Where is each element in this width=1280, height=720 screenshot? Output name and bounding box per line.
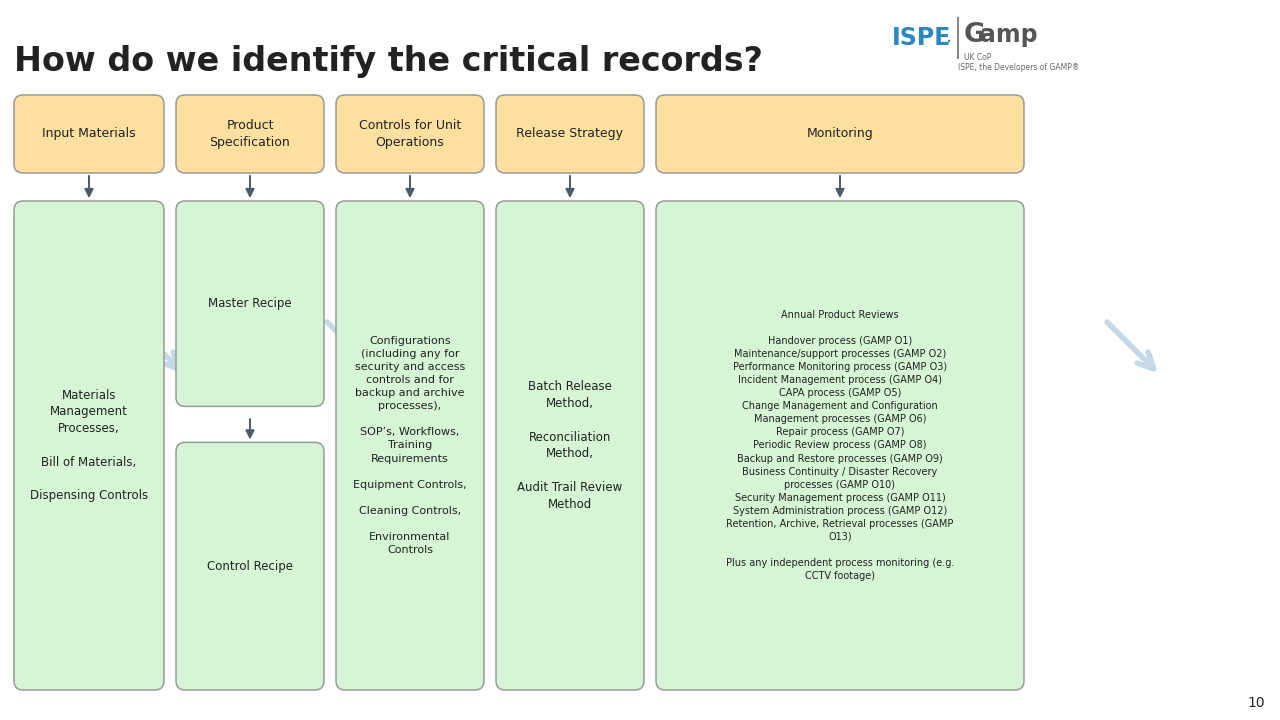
- Text: amp: amp: [980, 23, 1038, 47]
- Text: How do we identify the critical records?: How do we identify the critical records?: [14, 45, 763, 78]
- Text: Controls for Unit
Operations: Controls for Unit Operations: [358, 120, 461, 149]
- FancyBboxPatch shape: [657, 95, 1024, 173]
- FancyBboxPatch shape: [497, 201, 644, 690]
- FancyBboxPatch shape: [14, 95, 164, 173]
- Text: Input Materials: Input Materials: [42, 127, 136, 140]
- Text: Master Recipe: Master Recipe: [209, 297, 292, 310]
- FancyBboxPatch shape: [497, 95, 644, 173]
- Text: 10: 10: [1248, 696, 1265, 710]
- FancyBboxPatch shape: [177, 95, 324, 173]
- FancyBboxPatch shape: [177, 442, 324, 690]
- FancyBboxPatch shape: [657, 201, 1024, 690]
- FancyBboxPatch shape: [177, 201, 324, 406]
- Text: Batch Release
Method,

Reconciliation
Method,

Audit Trail Review
Method: Batch Release Method, Reconciliation Met…: [517, 380, 622, 510]
- FancyBboxPatch shape: [14, 201, 164, 690]
- Text: G: G: [964, 22, 986, 48]
- FancyBboxPatch shape: [335, 95, 484, 173]
- Text: ISPE: ISPE: [892, 26, 951, 50]
- Text: .: .: [946, 27, 952, 45]
- Text: Annual Product Reviews

Handover process (GAMP O1)
Maintenance/support processes: Annual Product Reviews Handover process …: [726, 310, 954, 581]
- Text: Configurations
(including any for
security and access
controls and for
backup an: Configurations (including any for securi…: [353, 336, 467, 555]
- FancyBboxPatch shape: [335, 201, 484, 690]
- Text: Control Recipe: Control Recipe: [207, 559, 293, 572]
- Text: Release Strategy: Release Strategy: [517, 127, 623, 140]
- Text: UK CoP: UK CoP: [964, 53, 992, 61]
- Text: Product
Specification: Product Specification: [210, 120, 291, 149]
- Text: ISPE, the Developers of GAMP®: ISPE, the Developers of GAMP®: [957, 63, 1079, 71]
- Text: Monitoring: Monitoring: [806, 127, 873, 140]
- Text: Materials
Management
Processes,

Bill of Materials,

Dispensing Controls: Materials Management Processes, Bill of …: [29, 389, 148, 503]
